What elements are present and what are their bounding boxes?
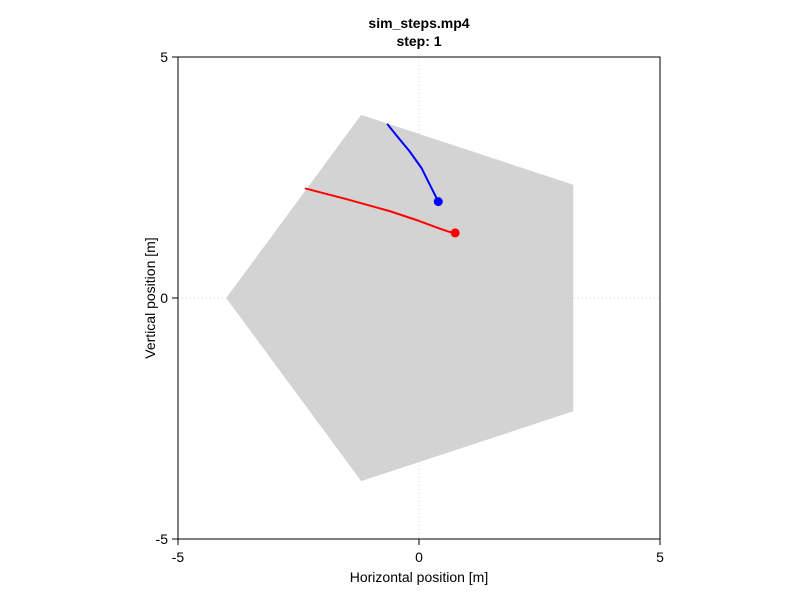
- y-tick-label: 0: [160, 290, 168, 306]
- y-tick-label: 5: [160, 49, 168, 65]
- x-ticks: -5 0 5: [172, 539, 664, 565]
- chart-title: sim_steps.mp4: [368, 15, 469, 31]
- trajectory-line-2: [304, 187, 457, 234]
- trajectory-marker-2: [450, 228, 460, 238]
- trajectory-marker-1: [433, 197, 443, 207]
- x-tick-label: 0: [415, 549, 423, 565]
- y-axis-label: Vertical position [m]: [142, 237, 158, 358]
- region-polygon: [226, 114, 574, 482]
- x-tick-label: 5: [656, 549, 664, 565]
- trajectory-line-1: [386, 123, 440, 203]
- x-axis-label: Horizontal position [m]: [350, 569, 489, 585]
- y-tick-label: -5: [156, 531, 169, 547]
- region-layer: [226, 114, 574, 482]
- chart-subtitle: step: 1: [396, 33, 441, 49]
- y-ticks: 5 0 -5: [156, 49, 178, 547]
- series-layer: [304, 123, 460, 238]
- x-tick-label: -5: [172, 549, 185, 565]
